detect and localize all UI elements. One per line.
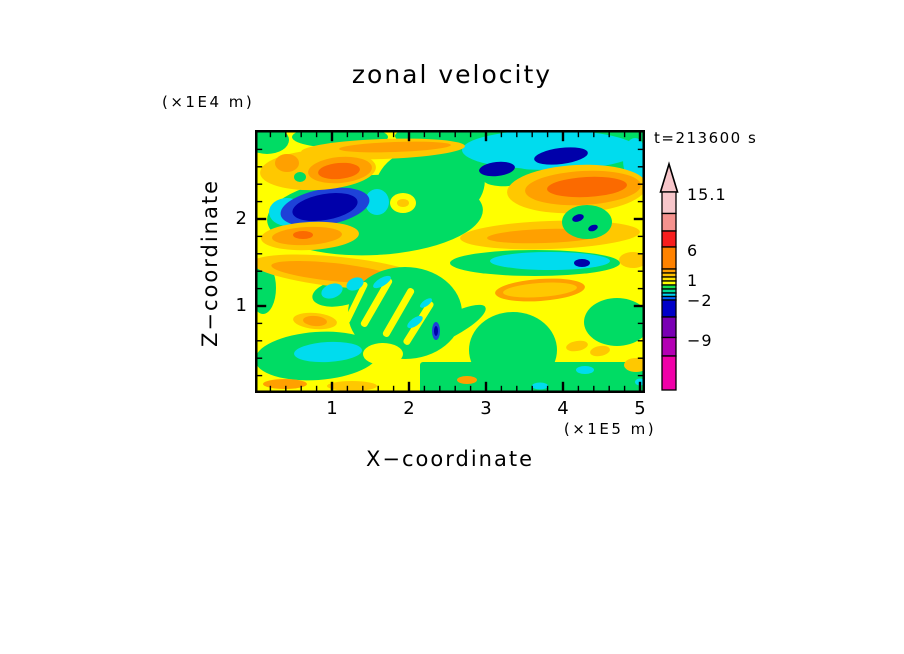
- y-axis-label: Z−coordinate: [198, 179, 222, 347]
- x-tick-label: 2: [403, 398, 415, 419]
- colorbar-label: −2: [687, 291, 713, 310]
- contour-field: [255, 130, 645, 393]
- x-tick-label: 1: [326, 398, 338, 419]
- colorbar-segment: [661, 316, 677, 339]
- y-tick-label: 1: [235, 295, 247, 316]
- y-tick-label: 2: [235, 208, 247, 229]
- figure-title: zonal velocity: [351, 60, 553, 89]
- time-annotation: t=213600 s: [654, 129, 758, 147]
- colorbar-segment: [661, 355, 677, 391]
- x-axis-unit-label: (×1E5 m): [563, 420, 657, 438]
- colorbar-segment: [661, 336, 677, 357]
- colorbar-label: −9: [687, 331, 713, 350]
- colorbar-segment: [661, 230, 677, 248]
- x-axis-label: X−coordinate: [366, 447, 534, 471]
- colorbar-label: 15.1: [687, 185, 727, 204]
- colorbar-segment: [661, 246, 677, 270]
- contour-plot: [255, 130, 645, 397]
- colorbar-scale: [659, 161, 679, 391]
- colorbar-segment: [661, 191, 677, 215]
- colorbar-overflow-arrow: [659, 161, 679, 193]
- colorbar-label: 1: [687, 271, 699, 290]
- colorbar: [652, 158, 698, 398]
- x-tick-label: 4: [557, 398, 569, 419]
- y-axis-unit-label: (×1E4 m): [162, 93, 255, 111]
- x-tick-label: 3: [480, 398, 492, 419]
- plot-frame: [255, 130, 645, 393]
- x-tick-label: 5: [634, 398, 646, 419]
- colorbar-label: 6: [687, 241, 699, 260]
- colorbar-segment: [661, 212, 677, 232]
- colorbar-segment: [661, 299, 677, 318]
